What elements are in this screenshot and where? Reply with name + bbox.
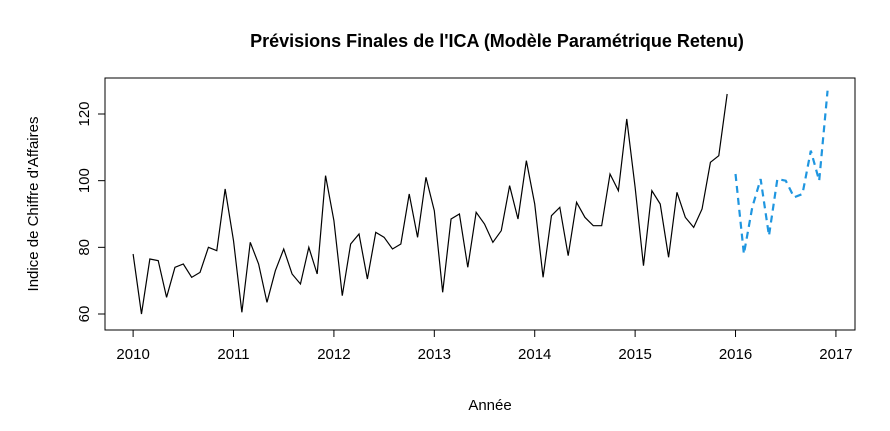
y-tick-label: 80 bbox=[76, 239, 93, 256]
y-tick-label: 100 bbox=[76, 168, 93, 193]
x-tick-label: 2015 bbox=[618, 346, 651, 363]
x-tick-label: 2014 bbox=[518, 346, 551, 363]
x-tick-label: 2013 bbox=[418, 346, 451, 363]
chart-title: Prévisions Finales de l'ICA (Modèle Para… bbox=[250, 31, 744, 51]
x-tick-label: 2010 bbox=[116, 346, 149, 363]
y-tick-label: 60 bbox=[76, 306, 93, 323]
x-tick-label: 2012 bbox=[317, 346, 350, 363]
x-tick-label: 2011 bbox=[217, 346, 249, 363]
y-axis-label: Indice de Chiffre d'Affaires bbox=[25, 117, 42, 292]
series-line bbox=[132, 93, 728, 315]
y-tick-label: 120 bbox=[76, 101, 93, 126]
series-line bbox=[734, 90, 829, 255]
x-axis-label: Année bbox=[468, 397, 511, 414]
x-tick-label: 2016 bbox=[719, 346, 752, 363]
x-tick-label: 2017 bbox=[819, 346, 852, 363]
